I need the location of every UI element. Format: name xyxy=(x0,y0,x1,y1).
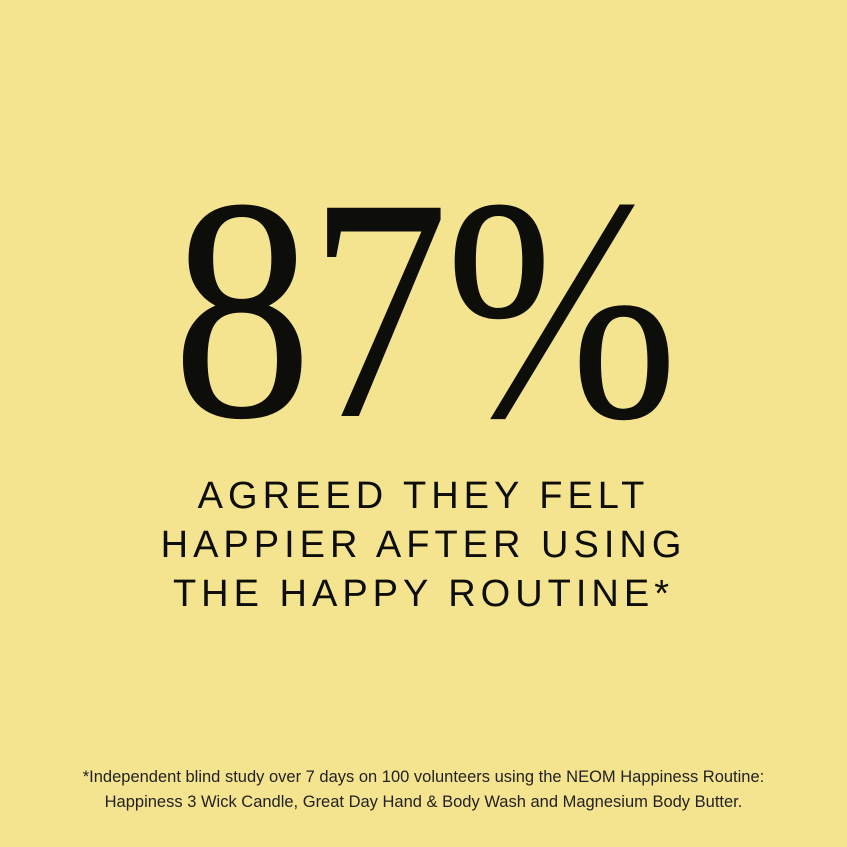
subtitle-line: HAPPIER AFTER USING xyxy=(160,524,687,566)
subtitle-line: THE HAPPY ROUTINE* xyxy=(172,573,675,615)
headline-percentage: 87% xyxy=(172,133,678,485)
footnote-line: *Independent blind study over 7 days on … xyxy=(82,768,765,786)
subtitle: AGREED THEY FELT HAPPIER AFTER USING THE… xyxy=(0,472,847,619)
footnote: *Independent blind study over 7 days on … xyxy=(0,765,847,815)
subtitle-line: AGREED THEY FELT xyxy=(197,475,650,517)
footnote-line: Happiness 3 Wick Candle, Great Day Hand … xyxy=(104,793,743,811)
